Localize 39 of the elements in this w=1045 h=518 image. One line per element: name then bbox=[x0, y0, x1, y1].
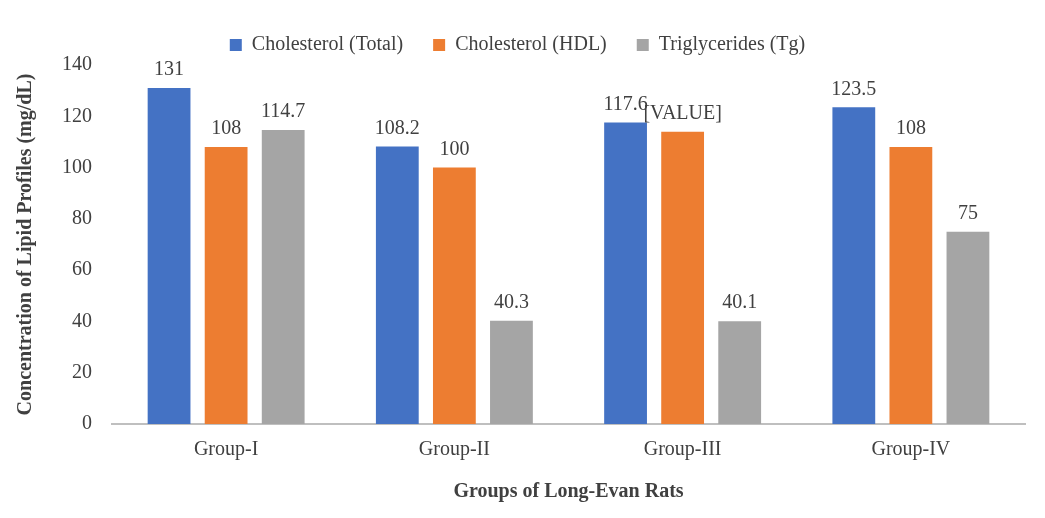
y-tick-label: 40 bbox=[72, 308, 92, 331]
data-label: 108.2 bbox=[374, 115, 420, 138]
data-label: 108 bbox=[211, 116, 242, 139]
legend-label: Cholesterol (Total) bbox=[251, 32, 404, 56]
data-label: 75 bbox=[957, 200, 978, 223]
y-tick-label: 0 bbox=[82, 411, 92, 434]
y-tick-label: 80 bbox=[72, 206, 92, 229]
data-label: 40.3 bbox=[493, 289, 529, 312]
bar bbox=[661, 131, 705, 424]
bar bbox=[432, 167, 476, 424]
data-label: 123.5 bbox=[831, 76, 877, 99]
bar bbox=[147, 88, 191, 424]
bar bbox=[204, 147, 248, 424]
bar bbox=[261, 129, 305, 424]
y-axis-title: Concentration of Lipid Profiles (mg/dL) bbox=[13, 73, 37, 416]
x-tick-label: Group-II bbox=[418, 437, 490, 461]
legend-label: Cholesterol (HDL) bbox=[455, 32, 607, 56]
bar bbox=[375, 146, 419, 424]
x-axis-title: Groups of Long-Evan Rats bbox=[453, 479, 684, 503]
x-tick-label: Group-I bbox=[193, 437, 259, 461]
data-label: 108 bbox=[895, 116, 926, 139]
y-tick-label: 100 bbox=[62, 154, 92, 177]
x-tick-label: Group-IV bbox=[871, 437, 951, 461]
bar bbox=[604, 122, 647, 424]
data-label: 100 bbox=[439, 136, 470, 159]
x-tick-label: Group-III bbox=[643, 437, 722, 461]
bar bbox=[832, 107, 876, 424]
y-tick-label: 140 bbox=[62, 52, 92, 75]
data-label: 40.1 bbox=[722, 290, 758, 313]
bar bbox=[718, 321, 762, 424]
bar bbox=[889, 147, 933, 424]
data-label: 114.7 bbox=[261, 99, 306, 122]
bar bbox=[490, 320, 533, 424]
legend-label: Triglycerides (Tg) bbox=[658, 32, 806, 56]
y-tick-label: 120 bbox=[62, 103, 92, 126]
y-tick-label: 20 bbox=[72, 359, 92, 382]
data-label: 131 bbox=[154, 57, 185, 80]
bar bbox=[946, 231, 990, 424]
y-tick-label: 60 bbox=[72, 257, 92, 280]
